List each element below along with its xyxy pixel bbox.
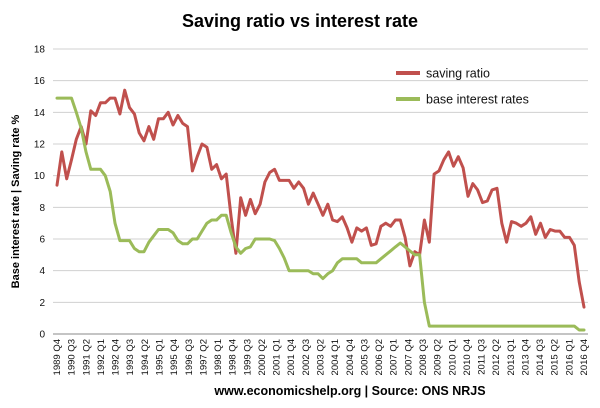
y-tick-label: 18: [34, 45, 46, 56]
x-tick-label: 2012 Q2: [491, 339, 502, 375]
x-tick-label: 1998 Q1: [213, 339, 224, 375]
x-tick-label: 2002 Q3: [301, 339, 312, 375]
x-tick-label: 2001 Q1: [272, 339, 283, 375]
series-line: [55, 88, 586, 309]
x-tick-label: 1997 Q2: [198, 339, 209, 375]
chart-title: Saving ratio vs interest rate: [182, 11, 418, 31]
x-tick-label: 2016 Q1: [564, 339, 575, 375]
y-tick-label: 8: [39, 203, 45, 214]
y-tick-label: 4: [39, 266, 45, 277]
x-tick-label: 1989 Q4: [52, 339, 63, 375]
x-tick-label: 2011 Q3: [477, 339, 488, 375]
x-axis-ticks: 1989 Q4 1990 Q3 1991 Q2 1992 Q1 1992 Q4 1993 …: [52, 339, 590, 375]
x-tick-label: 2015 Q2: [550, 339, 561, 375]
x-tick-label: 2006 Q2: [374, 339, 385, 375]
x-tick-label: 2004 Q1: [330, 339, 341, 375]
x-tick-label: 1998 Q4: [228, 339, 239, 375]
x-tick-label: 1995 Q1: [154, 339, 165, 375]
x-tick-label: 2013 Q4: [520, 339, 531, 375]
x-tick-label: 2007 Q1: [389, 339, 400, 375]
legend: saving ratio base interest rates: [396, 67, 529, 107]
x-tick-label: 2007 Q4: [403, 339, 414, 375]
legend-item: base interest rates: [396, 93, 529, 107]
y-tick-label: 0: [39, 330, 45, 341]
series-1: [55, 96, 586, 332]
x-tick-label: 2000 Q2: [257, 339, 268, 375]
x-tick-label: 2008 Q3: [418, 339, 429, 375]
x-tick-label: 2009 Q2: [433, 339, 444, 375]
gridlines: [53, 48, 588, 303]
x-tick-label: 2016 Q4: [579, 339, 590, 375]
series-0: [55, 88, 586, 309]
legend-label: base interest rates: [426, 93, 529, 107]
legend-item: saving ratio: [396, 67, 490, 81]
y-axis-label: Base interest rate | Saving rate %: [10, 114, 22, 288]
series-line: [55, 96, 586, 332]
y-axis-ticks: 0 2 4 6 8 10 12 14 16 18: [34, 45, 46, 341]
y-tick-label: 16: [34, 76, 46, 87]
x-tick-label: 2001 Q4: [286, 339, 297, 375]
x-tick-label: 1993 Q3: [125, 339, 136, 375]
y-tick-label: 14: [34, 108, 46, 119]
y-tick-label: 2: [39, 298, 45, 309]
x-tick-label: 2014 Q3: [535, 339, 546, 375]
chart-source: www.economicshelp.org | Source: ONS NRJS: [213, 384, 485, 398]
x-tick-label: 1999 Q3: [242, 339, 253, 375]
x-tick-label: 1995 Q4: [169, 339, 180, 375]
y-tick-label: 6: [39, 235, 45, 246]
y-tick-label: 10: [34, 171, 46, 182]
x-tick-label: 2010 Q4: [462, 339, 473, 375]
legend-label: saving ratio: [426, 67, 490, 81]
series-lines: [55, 88, 586, 332]
x-tick-label: 2010 Q1: [447, 339, 458, 375]
x-tick-label: 2005 Q3: [359, 339, 370, 375]
x-tick-label: 1992 Q1: [96, 339, 107, 375]
x-tick-label: 1991 Q2: [81, 339, 92, 375]
y-tick-label: 12: [34, 140, 46, 151]
x-tick-label: 2004 Q4: [345, 339, 356, 375]
x-tick-label: 1992 Q4: [111, 339, 122, 375]
x-tick-label: 2003 Q2: [316, 339, 327, 375]
x-tick-label: 1996 Q3: [184, 339, 195, 375]
x-tick-label: 2013 Q1: [506, 339, 517, 375]
x-tick-label: 1990 Q3: [67, 339, 78, 375]
x-tick-label: 1994 Q2: [140, 339, 151, 375]
